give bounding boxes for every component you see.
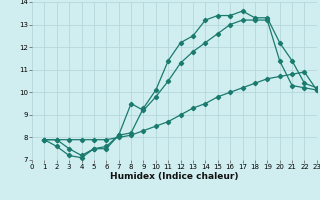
X-axis label: Humidex (Indice chaleur): Humidex (Indice chaleur) [110,172,239,181]
